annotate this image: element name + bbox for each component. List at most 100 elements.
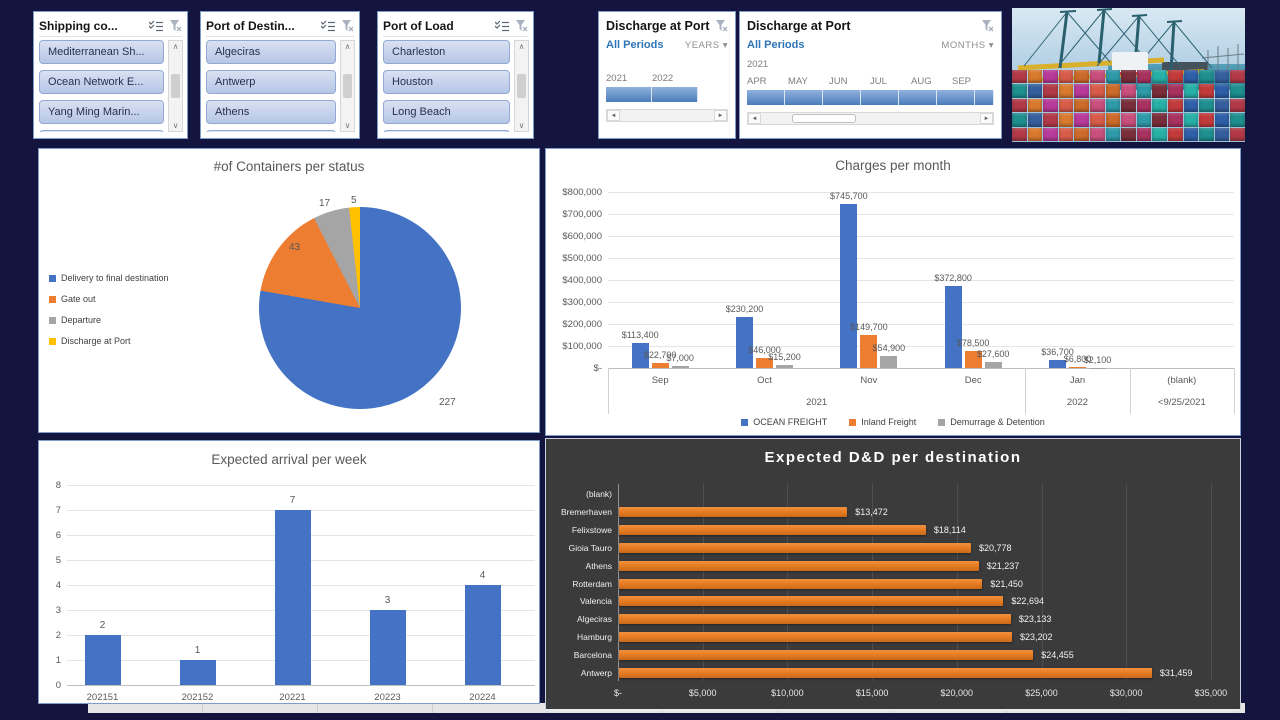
slicer-item[interactable]: Athens [206,100,336,124]
timeline-level-dropdown[interactable]: YEARS ▾ [684,39,728,51]
scroll-up-icon[interactable]: ∧ [518,42,525,51]
legend-swatch [49,295,56,303]
slicer-item[interactable]: Antwerp [206,70,336,94]
x-axis-category: 20223 [374,691,401,703]
scroll-left-icon[interactable]: ◄ [748,113,761,124]
gridline [1210,484,1212,681]
slicer-item[interactable]: Yang Ming Marin... [39,100,164,124]
timeline-cell[interactable] [652,87,698,102]
timeline-cell[interactable] [975,90,994,105]
timeline-cell-label: AUG [911,76,932,87]
timeline-cell[interactable] [747,90,786,105]
scroll-right-icon[interactable]: ► [980,113,993,124]
multi-select-icon[interactable] [321,20,335,32]
x-axis-category: Sep [651,375,669,386]
container-box [1214,113,1230,127]
container-box [1214,127,1230,141]
timeline-level-dropdown[interactable]: MONTHS ▾ [941,39,994,51]
timeline-cell[interactable] [899,90,938,105]
container-box [1230,70,1245,84]
slicer-item[interactable]: Ocean Network E... [39,70,164,94]
legend-label: Departure [61,315,102,325]
bar-data-label: 2 [99,619,106,631]
scroll-up-icon[interactable]: ∧ [344,42,351,51]
slicer-item[interactable]: Charleston [383,40,510,64]
legend-swatch [49,337,56,345]
multi-select-icon[interactable] [149,20,163,32]
slicer-item[interactable]: Mediterranean Sh... [39,40,164,64]
chart-legend: OCEAN FREIGHT Inland Freight Demurrage & D… [546,417,1240,427]
timeline-discharge-at-port-years: Discharge at Port All Periods YEARS ▾ 20… [598,11,736,139]
bar [369,609,406,685]
bar-ocean-freight [1049,359,1066,368]
timeline-cell[interactable] [606,87,652,102]
scroll-down-icon[interactable]: ∨ [172,121,179,130]
timeline-selection-band[interactable] [606,87,728,102]
slicer-scrollbar[interactable]: ∧ ∨ [514,40,529,132]
slicer-item[interactable]: Long Beach [383,100,510,124]
scroll-down-icon[interactable]: ∨ [344,121,351,130]
slicer-item[interactable]: Houston [383,70,510,94]
timeline-cell[interactable] [785,90,824,105]
timeline-scrollbar[interactable]: ◄ ► [747,112,994,125]
slicer-scrollbar[interactable]: ∧ ∨ [340,40,355,132]
bar-demurrage-&-detention [880,355,898,368]
scroll-up-icon[interactable]: ∧ [172,42,179,51]
timeline-cell[interactable] [823,90,862,105]
legend-swatch [849,418,857,426]
clear-filter-icon[interactable] [515,20,528,32]
scrollbar-thumb[interactable] [171,74,180,98]
timeline-cell[interactable] [937,90,976,105]
container-box [1105,98,1121,113]
bar-data-label: $27,600 [976,348,1010,359]
scroll-left-icon[interactable]: ◄ [607,110,620,121]
container-box [1121,127,1136,141]
legend-label: Delivery to final destination [61,273,169,283]
slicer-item-partial[interactable] [383,130,510,132]
slicer-item-partial[interactable] [206,130,336,132]
container-box [1152,127,1167,141]
container-box [1168,113,1183,127]
y-axis-category: (blank) [586,489,612,499]
slicer-item[interactable]: Algeciras [206,40,336,64]
slicer-scrollbar[interactable]: ∧ ∨ [168,40,183,132]
slicer-item-partial[interactable] [39,130,164,132]
slicer-header-icons [149,20,182,32]
y-axis-category: Felixstowe [571,524,612,535]
timeline-cell-label: JUN [829,76,848,87]
multi-select-icon[interactable] [495,20,509,32]
container-box [1043,98,1058,113]
clear-filter-icon[interactable] [981,20,994,32]
container-box [1027,70,1043,84]
bar-data-label: $20,778 [978,542,1012,553]
pie-data-label: 5 [351,195,357,206]
y-axis-category: Rotterdam [572,578,612,589]
scrollbar-thumb[interactable] [792,114,856,123]
clear-filter-icon[interactable] [169,20,182,32]
x-axis-tick: $20,000 [940,688,974,698]
gridline [608,280,1234,281]
clear-filter-icon[interactable] [341,20,354,32]
container-box [1105,127,1121,141]
slicer-header: Shipping co... [39,16,182,37]
gridline [608,324,1234,325]
container-box [1090,70,1105,84]
bar-data-label: $230,200 [725,304,764,315]
timeline-selection-band[interactable] [747,90,994,105]
scrollbar-thumb[interactable] [517,74,526,98]
scroll-down-icon[interactable]: ∨ [518,121,525,130]
scrollbar-thumb[interactable] [343,74,352,98]
plot-area: $- $5,000 $10,000 $15,000 $20,000 $25,000 $30,… [546,439,1240,709]
bar [619,614,1011,625]
scroll-right-icon[interactable]: ► [714,110,727,121]
bar-data-label: $21,237 [986,560,1020,571]
chevron-down-icon: ▾ [722,39,728,51]
timeline-cell[interactable] [861,90,900,105]
timeline-cell-label: APR [747,76,767,87]
bar-data-label: $15,200 [768,351,801,362]
axis-separator [1129,368,1131,414]
x-axis-category: 20221 [279,691,306,703]
bar-data-label: $6,800 [1063,353,1092,364]
clear-filter-icon[interactable] [715,20,728,32]
timeline-scrollbar[interactable]: ◄ ► [606,109,728,122]
